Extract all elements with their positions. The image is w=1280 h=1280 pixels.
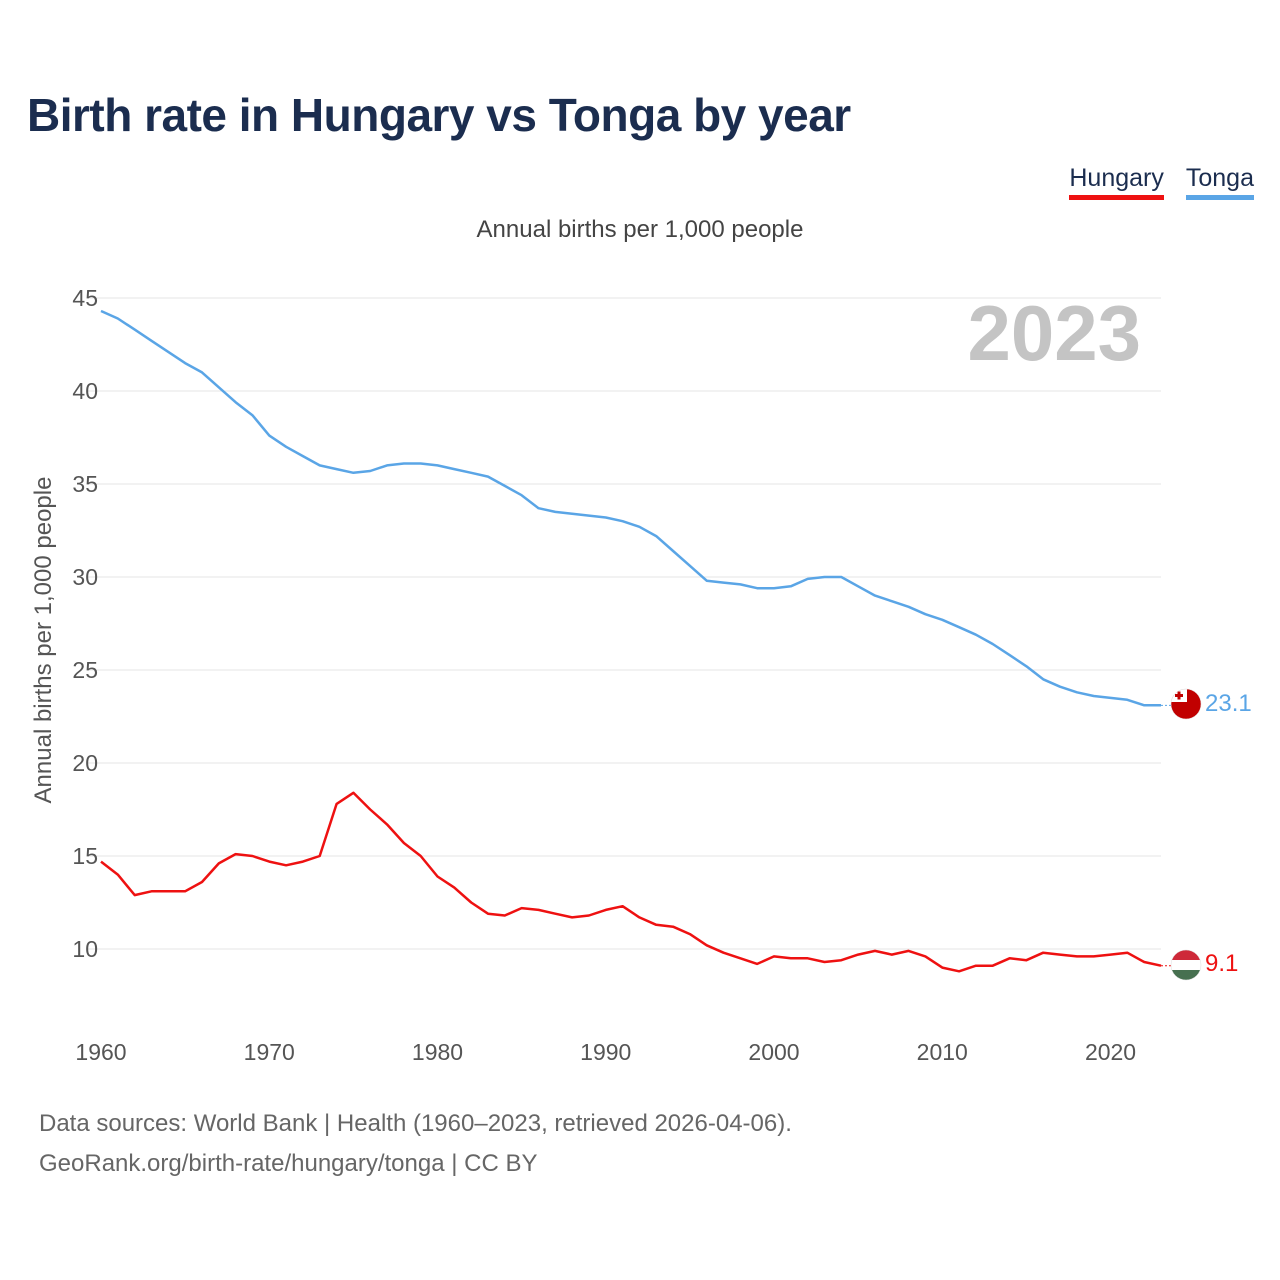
tonga-end-label: 23.1 [1205, 690, 1252, 717]
y-tick-label: 35 [72, 471, 98, 497]
x-tick-label: 2000 [748, 1039, 799, 1065]
x-tick-label: 2020 [1085, 1039, 1136, 1065]
x-axis-ticks: 1960 1970 1980 1990 2000 2010 2020 [75, 1039, 1136, 1065]
y-tick-label: 15 [72, 843, 98, 869]
legend: Hungary Tonga [1069, 164, 1254, 200]
year-label: 2023 [967, 289, 1141, 377]
hungary-end-label: 9.1 [1205, 950, 1238, 977]
y-tick-label: 25 [72, 657, 98, 683]
series-group [100, 309, 1172, 973]
legend-item-tonga[interactable]: Tonga [1185, 164, 1254, 200]
footer: Data sources: World Bank | Health (1960–… [39, 1104, 792, 1184]
hungary-flag-icon [1170, 949, 1202, 981]
y-axis-ticks: 10 15 20 25 30 35 40 45 [72, 285, 98, 962]
y-tick-label: 45 [72, 285, 98, 311]
legend-item-hungary[interactable]: Hungary [1069, 164, 1164, 200]
x-tick-label: 1970 [244, 1039, 295, 1065]
y-tick-label: 40 [72, 378, 98, 404]
y-tick-label: 10 [72, 936, 98, 962]
x-tick-label: 1960 [75, 1039, 126, 1065]
x-tick-label: 1980 [412, 1039, 463, 1065]
tonga-flag-icon [1170, 688, 1202, 720]
x-tick-label: 1990 [580, 1039, 631, 1065]
y-tick-label: 30 [72, 564, 98, 590]
series-line-hungary[interactable] [100, 791, 1162, 973]
grid-lines [88, 297, 1161, 950]
footer-sources: Data sources: World Bank | Health (1960–… [39, 1110, 792, 1137]
series-line-tonga[interactable] [100, 309, 1161, 707]
chart-title: Birth rate in Hungary vs Tonga by year [27, 89, 851, 141]
footer-url: GeoRank.org/birth-rate/hungary/tonga | C… [39, 1150, 538, 1177]
line-chart: 10 15 20 25 30 35 40 45 1960 1970 1980 1990 2000 201… [30, 285, 1252, 1065]
y-axis-label: Annual births per 1,000 people [30, 477, 57, 804]
x-tick-label: 2010 [917, 1039, 968, 1065]
y-tick-label: 20 [72, 750, 98, 776]
chart-subtitle: Annual births per 1,000 people [476, 216, 804, 243]
